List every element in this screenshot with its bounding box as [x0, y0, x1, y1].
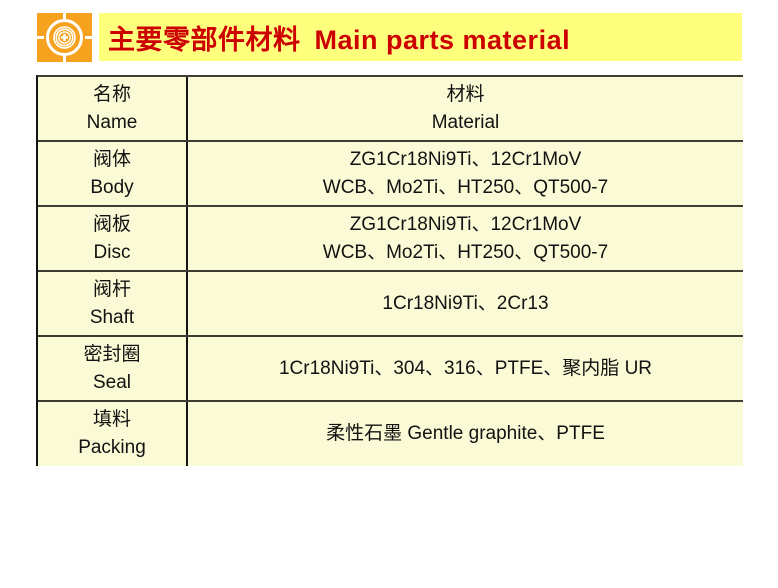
material-line: 柔性石墨 Gentle graphite、PTFE	[326, 423, 605, 445]
table-row-disc: 阀板 Disc ZG1Cr18Ni9Ti、12Cr1MoV WCB、Mo2Ti、…	[38, 205, 743, 271]
material-line: 1Cr18Ni9Ti、2Cr13	[382, 293, 549, 315]
part-name-en: Seal	[92, 371, 132, 393]
part-name-en: Packing	[78, 437, 146, 459]
page-title: 主要零部件材料 Main parts material	[108, 18, 570, 57]
column-header-name-en: Name	[86, 111, 138, 133]
title-banner: 主要零部件材料 Main parts material	[99, 13, 742, 61]
part-name-cell: 填料 Packing	[38, 402, 188, 466]
material-line: 1Cr18Ni9Ti、304、316、PTFE、聚内脂 UR	[278, 358, 653, 380]
column-header-name-cn: 名称	[92, 84, 131, 105]
part-name-cell: 密封圈 Seal	[38, 337, 188, 401]
table-row-seal: 密封圈 Seal 1Cr18Ni9Ti、304、316、PTFE、聚内脂 UR	[38, 335, 743, 401]
part-name-cn: 密封圈	[83, 344, 141, 366]
part-name-en: Shaft	[89, 306, 135, 328]
valve-target-icon	[37, 13, 92, 62]
column-header-material-en: Material	[431, 111, 500, 133]
part-name-cn: 填料	[92, 409, 131, 431]
page-title-cn: 主要零部件材料	[108, 24, 301, 55]
column-header-name: 名称 Name	[38, 77, 188, 141]
part-name-cell: 阀杆 Shaft	[38, 272, 188, 336]
column-header-material-cn: 材料	[446, 84, 485, 105]
material-line: WCB、Mo2Ti、HT250、QT500-7	[322, 176, 609, 198]
material-line: WCB、Mo2Ti、HT250、QT500-7	[322, 241, 609, 263]
part-name-cn: 阀体	[92, 149, 131, 171]
page-title-en: Main parts material	[314, 24, 571, 55]
part-material-cell: 1Cr18Ni9Ti、2Cr13	[188, 272, 743, 335]
part-material-cell: 1Cr18Ni9Ti、304、316、PTFE、聚内脂 UR	[188, 337, 743, 400]
part-name-cn: 阀杆	[92, 279, 131, 301]
table-header-row: 名称 Name 材料 Material	[38, 77, 743, 141]
part-material-cell: ZG1Cr18Ni9Ti、12Cr1MoV WCB、Mo2Ti、HT250、QT…	[188, 142, 743, 205]
part-name-cn: 阀板	[92, 214, 131, 236]
material-line: ZG1Cr18Ni9Ti、12Cr1MoV	[349, 214, 582, 236]
column-header-material: 材料 Material	[188, 77, 743, 140]
table-row-packing: 填料 Packing 柔性石墨 Gentle graphite、PTFE	[38, 400, 743, 466]
materials-table: 名称 Name 材料 Material 阀体 Body ZG1Cr18Ni9Ti…	[36, 75, 743, 466]
part-name-cell: 阀体 Body	[38, 142, 188, 206]
part-name-en: Body	[90, 176, 134, 198]
table-row-body: 阀体 Body ZG1Cr18Ni9Ti、12Cr1MoV WCB、Mo2Ti、…	[38, 140, 743, 206]
part-material-cell: ZG1Cr18Ni9Ti、12Cr1MoV WCB、Mo2Ti、HT250、QT…	[188, 207, 743, 270]
material-line: ZG1Cr18Ni9Ti、12Cr1MoV	[349, 149, 582, 171]
part-material-cell: 柔性石墨 Gentle graphite、PTFE	[188, 402, 743, 465]
table-row-shaft: 阀杆 Shaft 1Cr18Ni9Ti、2Cr13	[38, 270, 743, 336]
part-name-cell: 阀板 Disc	[38, 207, 188, 271]
part-name-en: Disc	[93, 241, 131, 263]
